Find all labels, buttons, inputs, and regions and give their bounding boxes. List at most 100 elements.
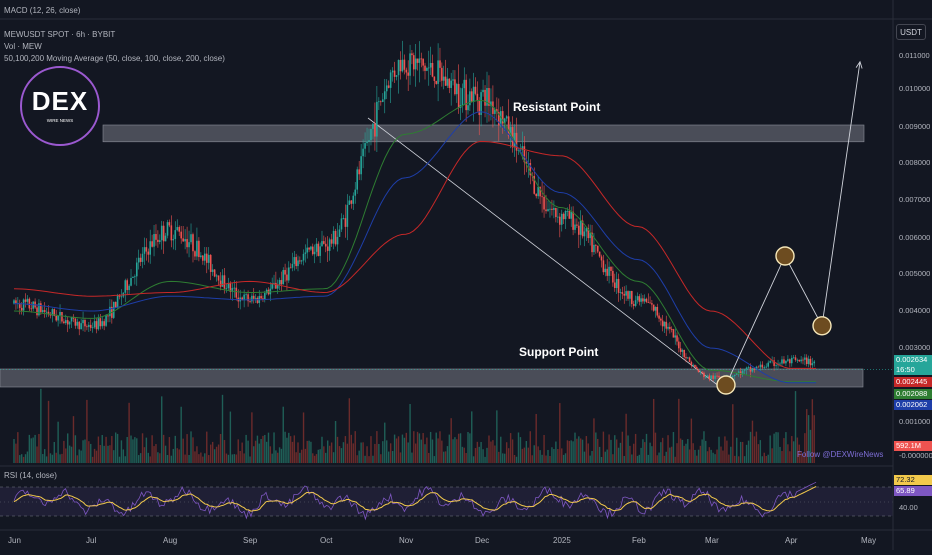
volume-bar (681, 439, 684, 463)
candle-body (112, 301, 115, 318)
volume-bar (426, 437, 428, 463)
candle-body (289, 267, 292, 269)
volume-bar (428, 452, 430, 463)
candle-body (84, 320, 86, 327)
candle-body (704, 376, 707, 378)
volume-bar (384, 422, 386, 463)
countdown-badge: 16:50 (894, 365, 932, 375)
volume-bar (745, 444, 748, 463)
candle-body (539, 186, 541, 197)
candle-body (55, 315, 58, 321)
rsi-label: RSI (14, close) (4, 471, 57, 480)
volume-bar (223, 440, 226, 463)
volume-bar (504, 453, 506, 463)
volume-bar (360, 442, 362, 463)
candle-body (802, 359, 804, 361)
volume-bar (769, 435, 771, 463)
volume-bar (411, 452, 413, 463)
price-tick: 0.010000 (899, 84, 931, 93)
candle-body (585, 228, 588, 232)
volume-bar (642, 439, 644, 463)
currency-button[interactable]: USDT (896, 24, 926, 40)
candle-body (610, 266, 612, 271)
volume-bar (678, 398, 680, 463)
price-tick: 0.003000 (899, 343, 931, 352)
volume-bar (669, 447, 671, 463)
candle-body (99, 318, 102, 327)
candle-body (192, 234, 194, 252)
candle-body (598, 251, 601, 257)
candle-body (340, 218, 343, 230)
volume-bar (566, 440, 569, 463)
volume-bar (387, 451, 390, 463)
volume-bar (65, 448, 67, 463)
volume-bar (606, 449, 608, 463)
candle-body (103, 321, 105, 326)
volume-bar (614, 435, 616, 463)
volume-bar (74, 435, 77, 463)
candle-body (551, 208, 553, 210)
price-tick: 0.005000 (899, 269, 931, 278)
volume-bar (114, 432, 117, 463)
candle-body (321, 241, 323, 247)
candle-body (446, 78, 449, 86)
candle-body (555, 207, 557, 218)
candle-body (708, 375, 711, 380)
volume-bar (184, 454, 186, 463)
candle-body (178, 227, 181, 232)
candle-body (160, 225, 163, 241)
volume-bar (433, 456, 436, 463)
candle-body (284, 269, 286, 275)
volume-bar (409, 404, 411, 463)
candle-body (114, 301, 117, 308)
candle-body (41, 310, 44, 313)
candle-body (645, 298, 648, 303)
candle-body (286, 274, 288, 281)
volume-bar (619, 442, 622, 463)
volume-bar (472, 456, 475, 463)
volume-bar (494, 445, 496, 463)
volume-bar (755, 431, 758, 463)
price-tick: 0.004000 (899, 306, 931, 315)
volume-bar (773, 433, 775, 463)
volume-bar (443, 451, 445, 463)
volume-bar (53, 442, 55, 463)
candle-body (521, 146, 524, 150)
volume-bar (330, 442, 333, 463)
candle-body (674, 335, 677, 338)
candle-body (557, 216, 559, 218)
candle-body (264, 293, 266, 300)
candle-body (564, 210, 567, 220)
volume-bar (297, 442, 299, 463)
volume-bar (509, 433, 512, 463)
volume-bar (576, 438, 578, 463)
volume-bar (525, 440, 528, 463)
volume-bar (332, 452, 335, 463)
volume-bar (627, 435, 629, 463)
volume-bar (600, 456, 603, 463)
volume-bar (182, 438, 184, 463)
volume-bar (728, 454, 730, 463)
volume-bar (767, 454, 769, 463)
candle-body (105, 315, 107, 326)
candle-body (49, 314, 52, 316)
volume-bar (47, 400, 50, 463)
projection-arrowhead (855, 60, 863, 69)
volume-bar (245, 434, 247, 463)
volume-bar (334, 420, 337, 463)
candle-body (807, 358, 810, 365)
volume-bar (640, 447, 642, 463)
candle-body (638, 296, 641, 302)
candle-body (484, 89, 486, 106)
candle-body (89, 324, 92, 328)
candle-body (796, 359, 799, 361)
volume-bar (91, 456, 94, 463)
candle-body (252, 295, 255, 299)
volume-bar (537, 446, 539, 463)
candle-body (498, 112, 500, 126)
candle-body (733, 374, 736, 376)
candle-body (437, 60, 439, 84)
candle-body (59, 311, 61, 316)
